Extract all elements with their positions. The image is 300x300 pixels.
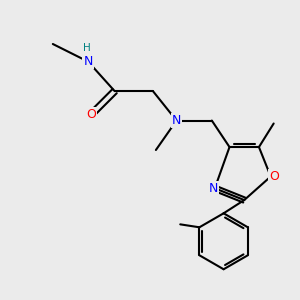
Text: H: H [83,44,91,53]
Text: N: N [172,114,181,127]
Text: N: N [83,55,93,68]
Text: O: O [86,108,96,121]
Text: O: O [269,170,279,183]
Text: N: N [208,182,218,195]
